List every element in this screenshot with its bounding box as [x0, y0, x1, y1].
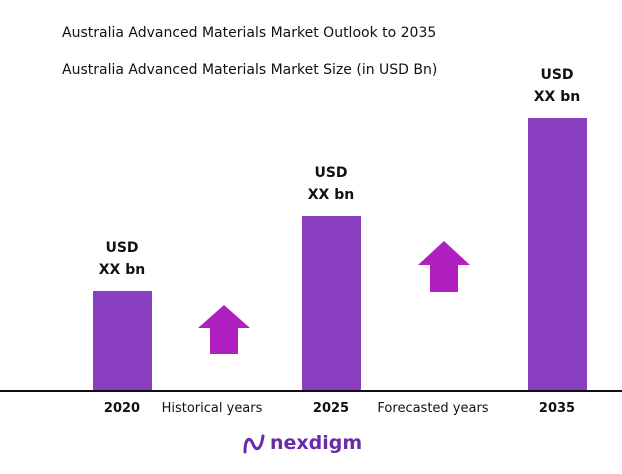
bar-label: USD XX bn [98, 240, 146, 279]
up-arrow [198, 305, 250, 354]
x-tick-label: 2025 [312, 401, 350, 416]
chart-subtitle: Australia Advanced Materials Market Size… [62, 62, 438, 78]
x-tick-label: 2020 [103, 401, 141, 416]
chart-title: Australia Advanced Materials Market Outl… [62, 25, 437, 41]
brand-logo [243, 434, 265, 454]
up-arrow [418, 241, 470, 292]
bar [527, 118, 587, 390]
bar-label: USD XX bn [533, 67, 581, 105]
bar-label: USD XX bn [307, 164, 355, 203]
annotation: Historical years [161, 401, 263, 416]
x-tick-label: 2035 [538, 401, 576, 416]
bar [92, 291, 152, 390]
baseline [0, 390, 622, 392]
brand-name: nexdigm [270, 432, 363, 454]
annotation: Forecasted years [377, 401, 489, 416]
bar [301, 215, 361, 390]
